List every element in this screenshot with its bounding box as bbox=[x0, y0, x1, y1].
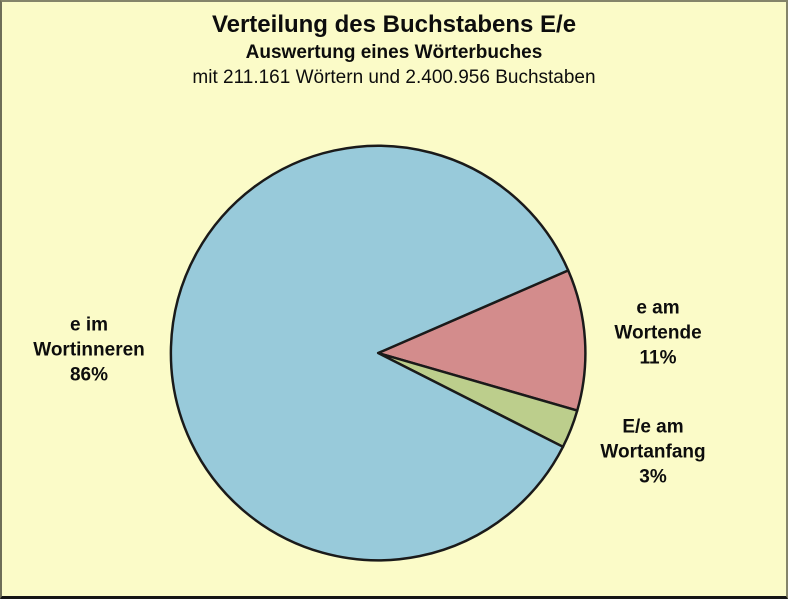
pie-label-wortende: e am Wortende 11% bbox=[614, 297, 702, 369]
chart-subtitle: Auswertung eines Wörterbuches bbox=[245, 42, 543, 63]
pie-slice-3 bbox=[169, 144, 570, 562]
pie-slice-1 bbox=[376, 269, 587, 412]
chart-header: Verteilung des Buchstabens E/e Auswertun… bbox=[2, 10, 786, 90]
chart-note: mit 211.161 Wörtern und 2.400.956 Buchst… bbox=[192, 67, 596, 88]
pie-label-wortanfang: E/e am Wortanfang 3% bbox=[600, 416, 706, 488]
pie-label-wortinneren: e im Wortinneren 86% bbox=[33, 314, 145, 386]
chart-title: Verteilung des Buchstabens E/e bbox=[211, 11, 577, 38]
